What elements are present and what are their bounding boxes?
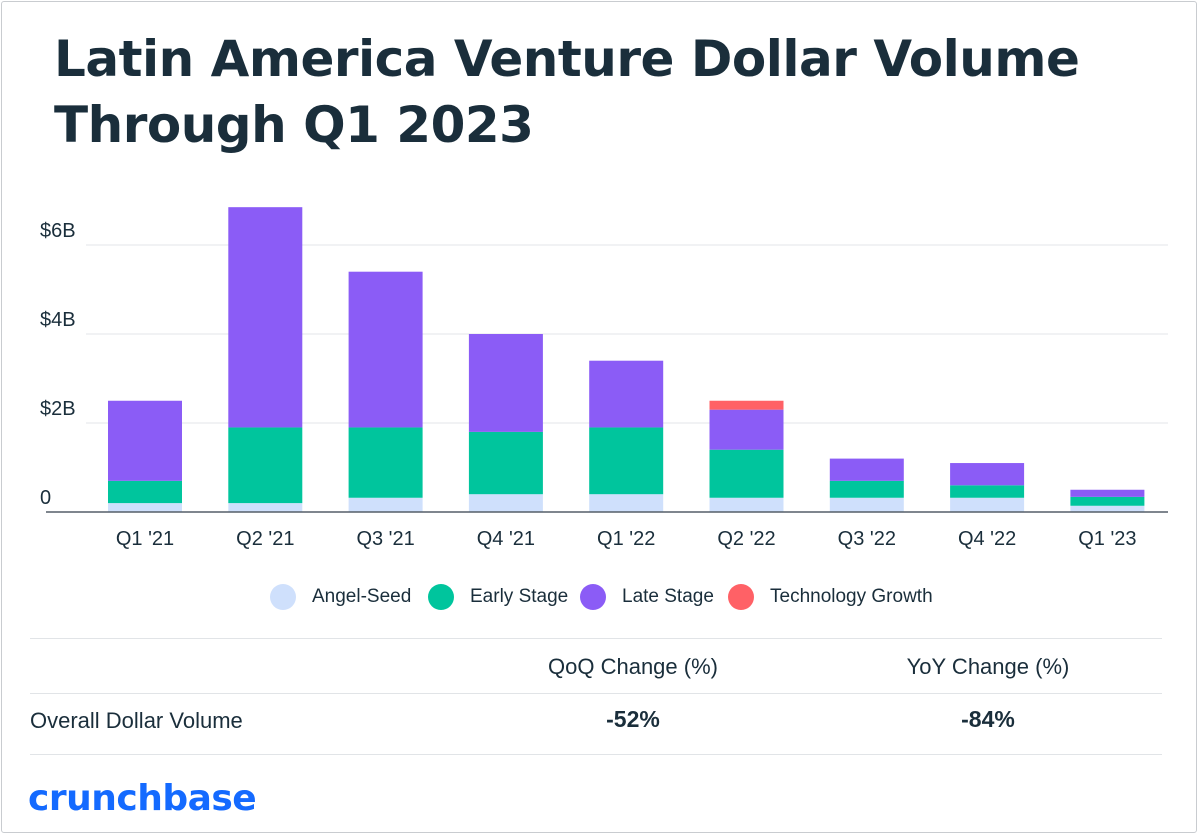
bar-segment <box>348 497 423 512</box>
y-tick-label: $6B <box>40 220 76 242</box>
bar-segment <box>108 503 182 512</box>
bar-segment <box>709 497 784 512</box>
legend-item: Angel-Seed <box>270 582 411 612</box>
bar-segment <box>1070 496 1145 506</box>
table-bottom-rule <box>30 754 1162 755</box>
legend-swatch <box>270 584 296 610</box>
legend-label: Early Stage <box>470 586 569 607</box>
x-tick-label: Q4 '21 <box>477 528 535 550</box>
bar-segment <box>829 458 904 481</box>
x-tick-label: Q2 '21 <box>236 528 294 550</box>
x-tick-label: Q1 '22 <box>597 528 655 550</box>
legend-swatch <box>728 584 754 610</box>
y-tick-label: $4B <box>40 309 76 331</box>
bar-segment <box>950 497 1025 512</box>
bar-segment <box>348 427 423 498</box>
bar-segment <box>1070 489 1145 497</box>
table-top-rule <box>30 638 1162 639</box>
bar-segment <box>1070 505 1145 512</box>
qoq-value: -52% <box>606 706 660 732</box>
bar-segment <box>709 449 784 498</box>
bar-segment <box>228 207 303 428</box>
bar-segment <box>228 503 303 512</box>
x-tick-label: Q1 '21 <box>116 528 174 550</box>
chart-title: Latin America Venture Dollar Volume Thro… <box>54 26 1154 158</box>
x-tick-label: Q3 '22 <box>838 528 896 550</box>
chart-legend: Angel-Seed Early Stage Late Stage Technolog… <box>0 582 1200 612</box>
yoy-value: -84% <box>961 706 1015 732</box>
bar-segment <box>108 480 182 504</box>
x-tick-label: Q1 '23 <box>1078 528 1136 550</box>
title-line-1: Latin America Venture Dollar Volume <box>54 30 1080 88</box>
bar-segment <box>829 497 904 512</box>
x-tick-label: Q2 '22 <box>717 528 775 550</box>
y-tick-label: 0 <box>40 487 51 509</box>
qoq-header: QoQ Change (%) <box>548 654 718 679</box>
row-label-overall-dollar-volume: Overall Dollar Volume <box>30 708 243 733</box>
bar-segment <box>468 431 543 495</box>
bar-segment <box>589 494 664 512</box>
legend-item: Early Stage <box>428 582 568 612</box>
yoy-header: YoY Change (%) <box>906 654 1070 679</box>
crunchbase-logo: crunchbase <box>28 778 257 819</box>
legend-label: Late Stage <box>622 586 714 607</box>
bar-segment <box>829 480 904 498</box>
bar-segment <box>468 494 543 512</box>
bar-segment <box>468 334 543 432</box>
bar-segment <box>589 427 664 495</box>
bar-segment <box>950 485 1025 498</box>
legend-swatch <box>580 584 606 610</box>
legend-label: Technology Growth <box>770 586 933 607</box>
bar-segment <box>709 400 784 410</box>
y-tick-label: $2B <box>40 398 76 420</box>
legend-item: Technology Growth <box>728 582 933 612</box>
bar-segment <box>950 463 1025 486</box>
bar-segment <box>108 400 182 481</box>
legend-swatch <box>428 584 454 610</box>
title-line-2: Through Q1 2023 <box>54 96 534 154</box>
stacked-bar-chart: 0 $2B $4B $6B Q1 '21 Q2 '21 Q3 '21 Q4 '21 Q1 '22… <box>40 207 1168 550</box>
bar-segment <box>228 427 303 504</box>
legend-label: Angel-Seed <box>312 586 412 607</box>
x-tick-label: Q3 '21 <box>356 528 414 550</box>
bar-segment <box>709 409 784 450</box>
bar-segment <box>589 360 664 428</box>
bar-segment <box>348 271 423 428</box>
table-mid-rule <box>30 693 1162 694</box>
x-tick-label: Q4 '22 <box>958 528 1016 550</box>
legend-item: Late Stage <box>580 582 714 612</box>
